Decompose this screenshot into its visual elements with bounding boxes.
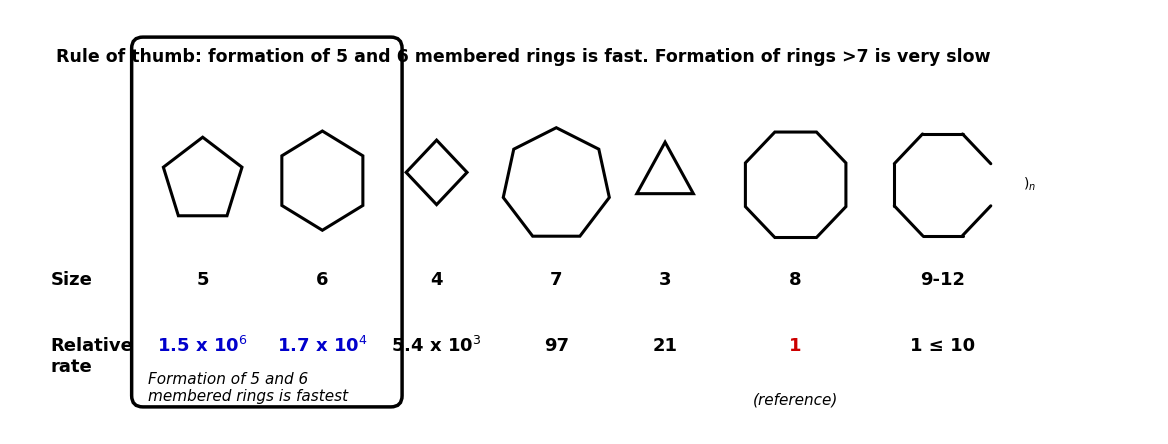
Text: 4: 4 xyxy=(430,271,443,289)
Text: 8: 8 xyxy=(790,271,802,289)
Text: 6: 6 xyxy=(317,271,328,289)
Text: Size: Size xyxy=(50,271,92,289)
Text: 1 ≤ 10: 1 ≤ 10 xyxy=(910,337,975,355)
Text: 1.7 x 10$^{4}$: 1.7 x 10$^{4}$ xyxy=(277,336,368,356)
Text: 5: 5 xyxy=(196,271,209,289)
Text: 5.4 x 10$^{3}$: 5.4 x 10$^{3}$ xyxy=(391,336,481,356)
Text: )$_n$: )$_n$ xyxy=(1023,176,1036,194)
Text: Formation of 5 and 6
membered rings is fastest: Formation of 5 and 6 membered rings is f… xyxy=(148,372,348,404)
Text: Rule of thumb: formation of 5 and 6 membered rings is fast. Formation of rings >: Rule of thumb: formation of 5 and 6 memb… xyxy=(56,48,990,66)
Text: 97: 97 xyxy=(544,337,569,355)
Text: (reference): (reference) xyxy=(753,392,839,407)
Text: 9-12: 9-12 xyxy=(920,271,965,289)
Text: 1.5 x 10$^{6}$: 1.5 x 10$^{6}$ xyxy=(158,336,248,356)
Text: 1: 1 xyxy=(790,337,802,355)
Text: 21: 21 xyxy=(653,337,677,355)
Text: 7: 7 xyxy=(550,271,563,289)
Text: 3: 3 xyxy=(659,271,672,289)
Text: Relative
rate: Relative rate xyxy=(50,337,133,376)
